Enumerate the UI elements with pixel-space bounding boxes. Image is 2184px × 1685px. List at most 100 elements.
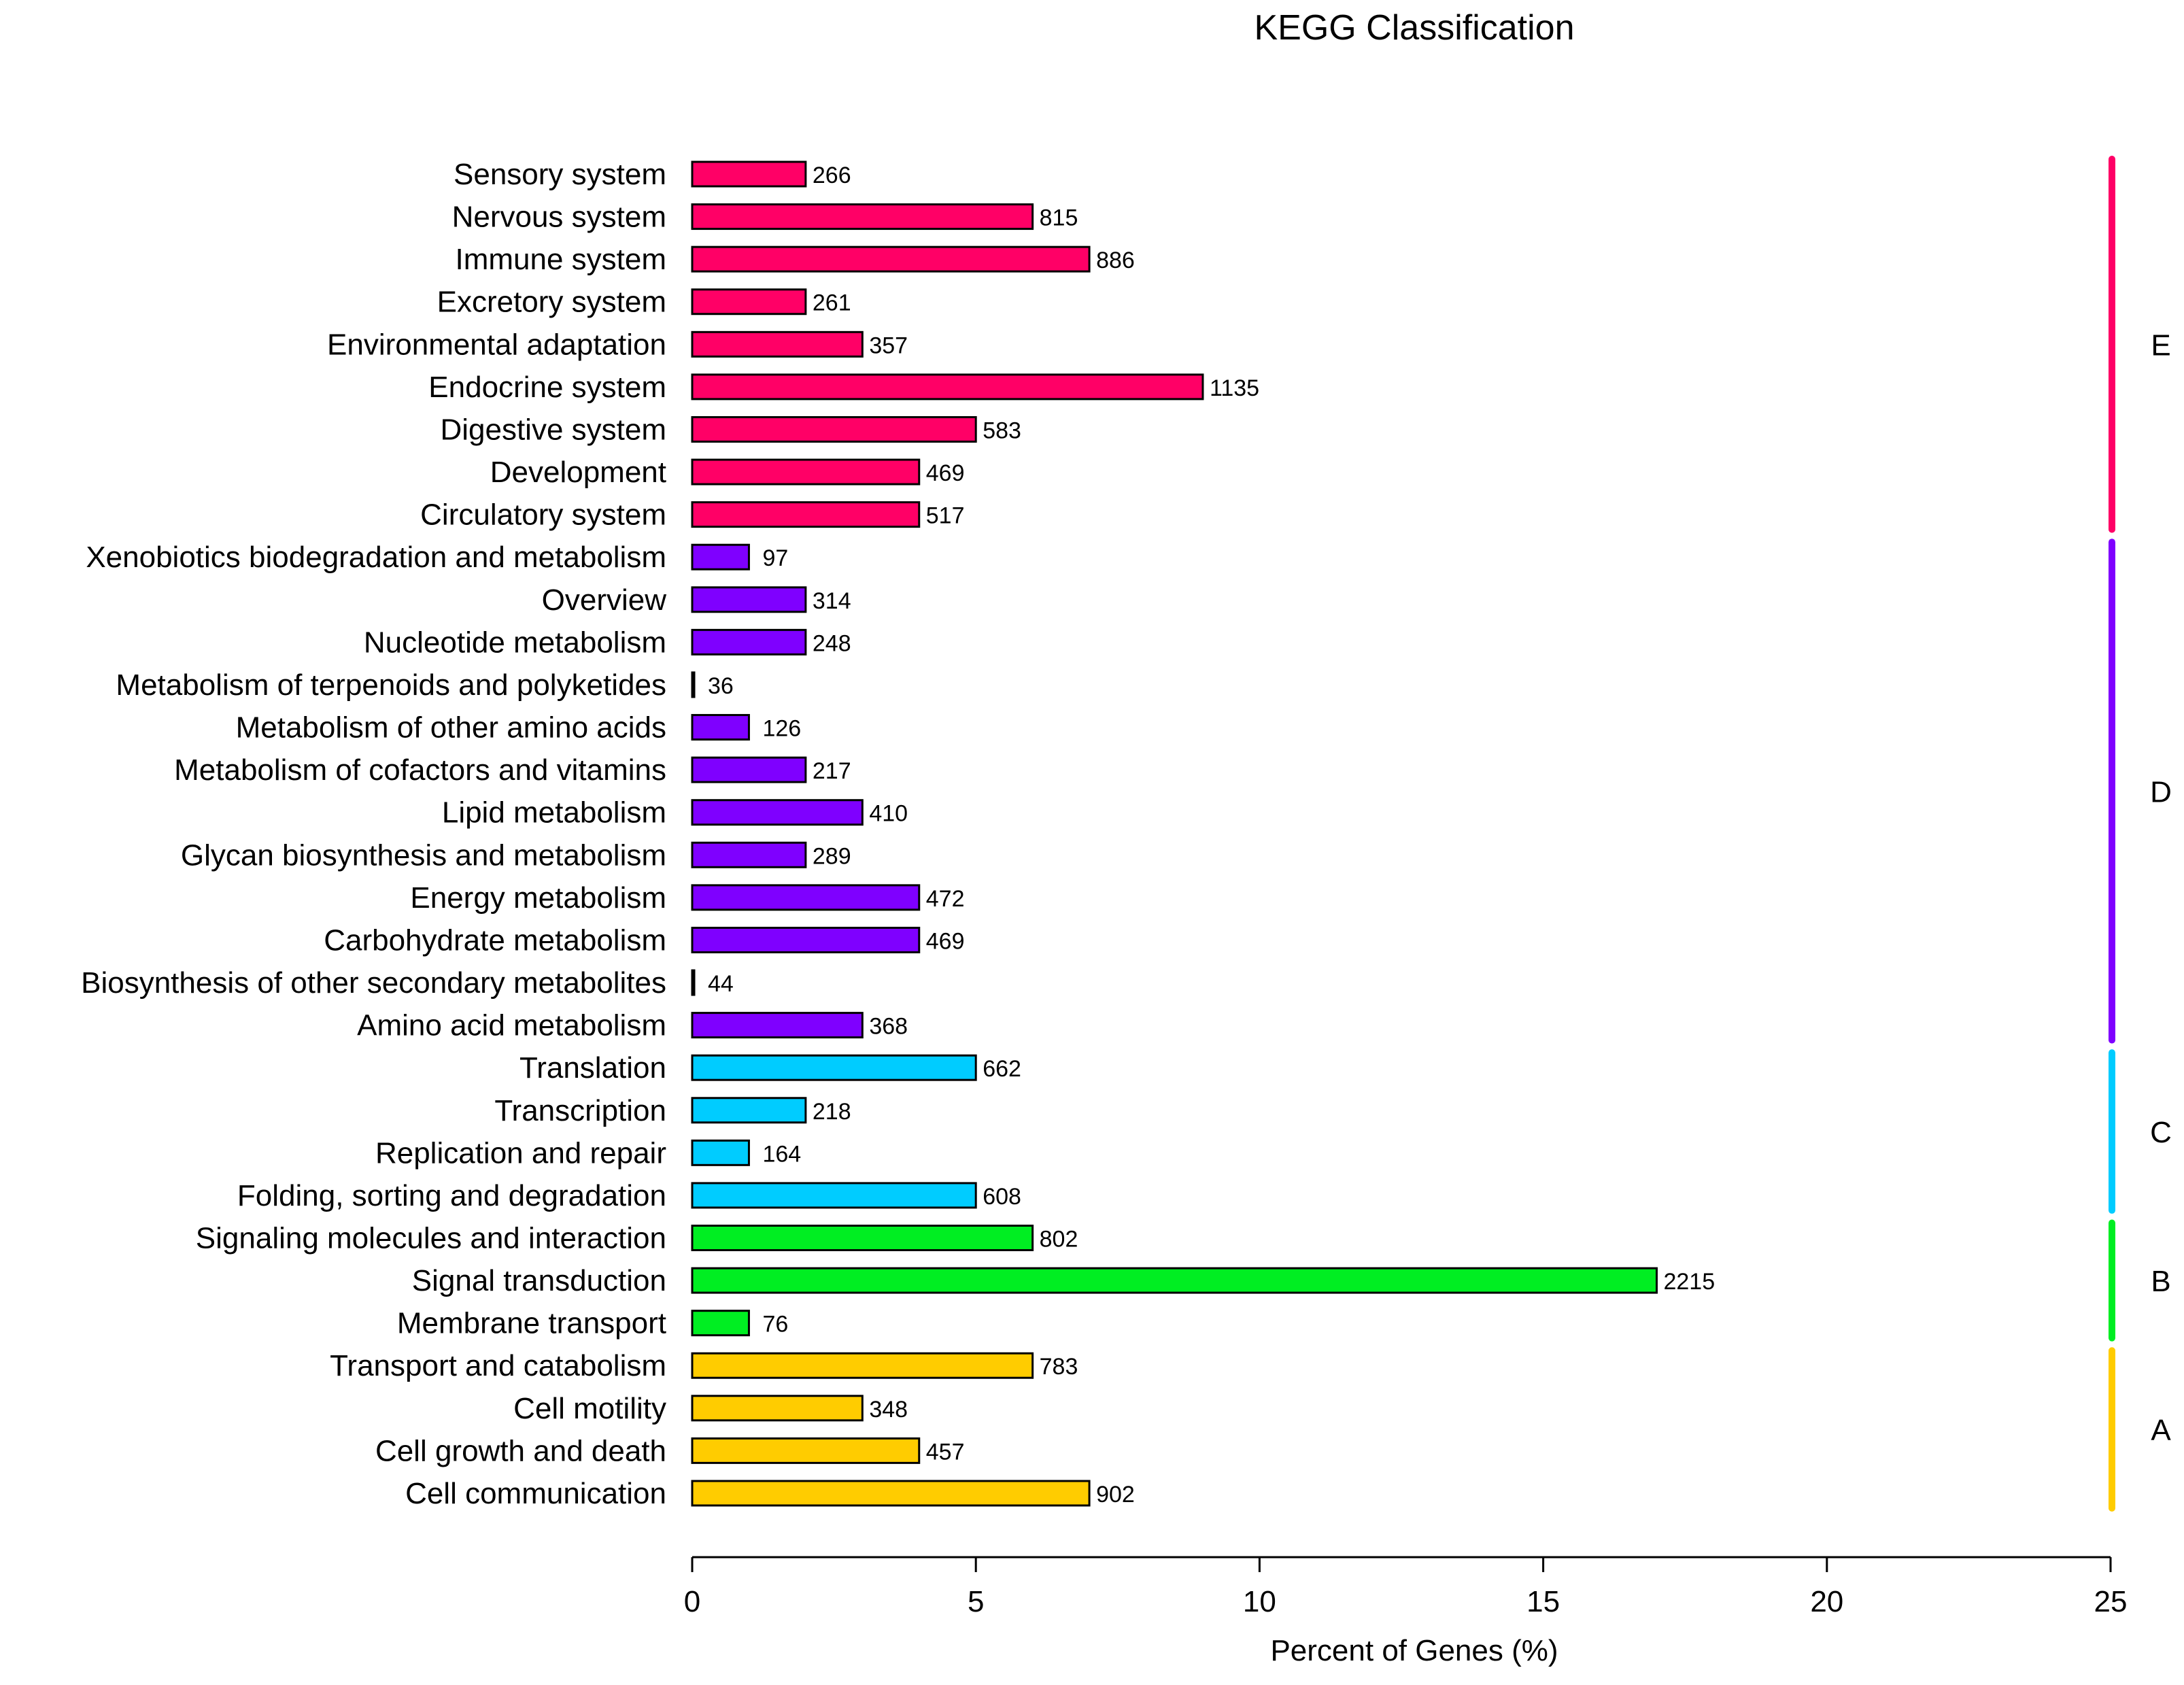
chart-title: KEGG Classification xyxy=(1254,8,1574,48)
bar-row: Sensory system 266 xyxy=(454,158,851,191)
category-label: Energy metabolism xyxy=(410,881,666,915)
value-label: 266 xyxy=(813,163,851,188)
category-label: Cell growth and death xyxy=(375,1434,666,1467)
bar-row: Replication and repair 164 xyxy=(375,1136,801,1170)
bar-row: Environmental adaptation 357 xyxy=(327,328,908,361)
value-label: 164 xyxy=(762,1141,801,1167)
x-tick-label: 5 xyxy=(968,1585,984,1618)
category-label: Amino acid metabolism xyxy=(357,1009,666,1042)
bar xyxy=(691,628,807,656)
category-label: Lipid metabolism xyxy=(442,796,666,830)
bar-row: Digestive system 583 xyxy=(440,413,1021,446)
value-label: 261 xyxy=(813,290,851,316)
group-label: C xyxy=(2150,1116,2172,1149)
category-label: Excretory system xyxy=(437,286,666,319)
value-label: 1135 xyxy=(1210,375,1259,401)
bar-row: Amino acid metabolism 368 xyxy=(357,1009,908,1042)
category-label: Signaling molecules and interaction xyxy=(196,1222,666,1255)
bar xyxy=(691,373,1204,401)
value-label: 248 xyxy=(813,630,851,656)
value-label: 2215 xyxy=(1663,1269,1715,1295)
value-label: 583 xyxy=(983,418,1021,443)
category-label: Cell communication xyxy=(405,1477,666,1510)
bar-row: Folding, sorting and degradation 608 xyxy=(237,1179,1021,1212)
bar-row: Xenobiotics biodegradation and metabolis… xyxy=(86,541,788,574)
bar-row: Lipid metabolism 410 xyxy=(442,796,908,830)
bar-row: Carbohydrate metabolism 469 xyxy=(324,923,964,957)
bar xyxy=(691,884,921,911)
bar xyxy=(691,841,807,868)
bar-row: Nucleotide metabolism 248 xyxy=(364,626,851,659)
bar xyxy=(691,714,750,741)
value-label: 126 xyxy=(762,716,801,742)
bar xyxy=(691,1267,1658,1294)
bar xyxy=(691,671,696,698)
x-tick-label: 25 xyxy=(2094,1585,2128,1618)
bar xyxy=(691,926,921,953)
category-label: Immune system xyxy=(455,243,666,276)
bar xyxy=(691,160,807,188)
x-axis: 0 5 10 15 20 25 xyxy=(684,1556,2128,1618)
category-label: Development xyxy=(490,456,666,489)
bar-row: Energy metabolism 472 xyxy=(410,881,964,915)
value-label: 97 xyxy=(762,545,788,571)
bar xyxy=(691,245,1091,273)
category-label: Membrane transport xyxy=(397,1307,666,1340)
value-label: 76 xyxy=(762,1312,788,1338)
bar xyxy=(691,756,807,783)
bar-row: Transport and catabolism 783 xyxy=(330,1349,1078,1382)
bar-row: Overview 314 xyxy=(542,583,851,617)
value-label: 469 xyxy=(926,460,965,486)
category-label: Environmental adaptation xyxy=(327,328,666,361)
bar-row: Nervous system 815 xyxy=(452,201,1078,234)
category-label: Xenobiotics biodegradation and metabolis… xyxy=(86,541,666,574)
value-label: 410 xyxy=(869,801,908,827)
bar xyxy=(691,799,864,826)
value-label: 608 xyxy=(983,1184,1021,1210)
category-label: Digestive system xyxy=(440,413,666,446)
bar xyxy=(691,415,977,443)
bar-row: Signal transduction 2215 xyxy=(412,1264,1715,1297)
group-label: A xyxy=(2151,1414,2171,1447)
value-label: 472 xyxy=(926,886,965,912)
bar-row: Circulatory system 517 xyxy=(420,498,964,532)
bar xyxy=(691,1480,1091,1507)
value-label: 289 xyxy=(813,843,851,869)
bar xyxy=(691,1139,750,1166)
category-label: Replication and repair xyxy=(375,1136,666,1170)
category-label: Transport and catabolism xyxy=(330,1349,666,1382)
value-label: 469 xyxy=(926,928,965,954)
bar-row: Cell communication 902 xyxy=(405,1477,1135,1510)
category-label: Biosynthesis of other secondary metaboli… xyxy=(81,966,666,1000)
category-label: Cell motility xyxy=(513,1392,666,1425)
group-label: B xyxy=(2151,1265,2170,1298)
bar xyxy=(691,501,921,528)
value-label: 886 xyxy=(1096,248,1135,273)
bar-row: Transcription 218 xyxy=(494,1094,851,1127)
bar xyxy=(691,1225,1034,1251)
bar xyxy=(691,288,807,316)
category-label: Signal transduction xyxy=(412,1264,666,1297)
value-label: 783 xyxy=(1040,1354,1078,1380)
x-tick-label: 20 xyxy=(1810,1585,1843,1618)
category-label: Folding, sorting and degradation xyxy=(237,1179,666,1212)
bar-row: Immune system 886 xyxy=(455,243,1134,276)
bar xyxy=(691,330,864,358)
bar xyxy=(691,1182,977,1209)
bar xyxy=(691,1310,750,1337)
value-label: 218 xyxy=(813,1099,851,1125)
bar xyxy=(691,1437,921,1464)
bars-layer: Sensory system 266 Nervous system 815 Immune… xyxy=(81,158,1715,1510)
value-label: 368 xyxy=(869,1014,908,1040)
group-label: E xyxy=(2151,328,2170,362)
bar xyxy=(691,969,696,996)
x-tick-label: 0 xyxy=(684,1585,700,1618)
category-label: Overview xyxy=(542,583,667,617)
bar xyxy=(691,203,1034,231)
bar-row: Cell growth and death 457 xyxy=(375,1434,965,1467)
bar-row: Signaling molecules and interaction 802 xyxy=(196,1222,1078,1255)
bar-row: Metabolism of terpenoids and polyketides… xyxy=(116,668,733,702)
category-label: Carbohydrate metabolism xyxy=(324,923,666,957)
value-label: 662 xyxy=(983,1056,1021,1082)
value-label: 517 xyxy=(926,503,965,529)
